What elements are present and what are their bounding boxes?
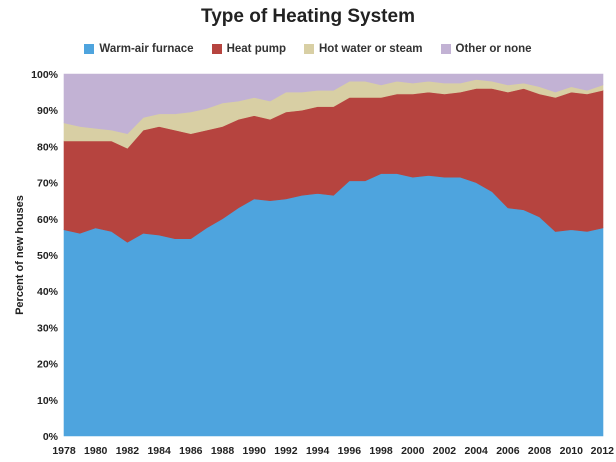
x-tick-label: 2002 [433,445,457,457]
area-layers [63,73,604,437]
y-tick-label: 100% [31,69,59,81]
y-tick-label: 0% [43,431,59,443]
x-axis-ticks: 1978 1980 1982 1984 1986 1988 1990 1992 1994 1996… [52,445,614,457]
y-tick-label: 10% [37,395,59,407]
x-tick-label: 2000 [401,445,425,457]
y-tick-label: 90% [37,105,59,117]
x-tick-label: 1992 [274,445,298,457]
y-tick-label: 40% [37,286,59,298]
x-tick-label: 1980 [84,445,108,457]
legend-label-heat-pump: Heat pump [226,43,286,55]
x-tick-label: 1990 [243,445,267,457]
legend-item-other-or-none: Other or none [440,43,532,55]
legend-label-hot-water-or-steam: Hot water or steam [319,43,423,55]
chart-legend: Warm-air furnace Heat pump Hot water or … [0,43,616,55]
legend-swatch-other-or-none [440,44,451,54]
y-axis-label: Percent of new houses [14,195,26,315]
x-tick-label: 2010 [560,445,584,457]
y-tick-label: 80% [37,141,59,153]
y-tick-label: 30% [37,322,59,334]
legend-label-other-or-none: Other or none [455,43,532,55]
y-axis-ticks: 0% 10% 20% 30% 40% 50% 60% 70% 80% 90% 100% [31,69,59,443]
y-tick-label: 60% [37,214,59,226]
x-tick-label: 1996 [338,445,362,457]
x-tick-label: 1994 [306,445,330,457]
x-tick-label: 1984 [147,445,171,457]
y-tick-label: 20% [37,359,59,371]
x-tick-label: 2004 [464,445,488,457]
legend-swatch-hot-water-or-steam [304,44,314,54]
legend-swatch-warm-air-furnace [84,44,95,54]
legend-label-warm-air-furnace: Warm-air furnace [99,43,194,55]
x-tick-label: 1998 [369,445,393,457]
legend-item-warm-air-furnace: Warm-air furnace [84,43,194,55]
legend-swatch-heat-pump [211,44,222,54]
y-tick-label: 50% [37,250,59,262]
x-tick-label: 2006 [496,445,520,457]
x-tick-label: 2012 [591,445,615,457]
x-tick-label: 1982 [116,445,140,457]
area-other-or-none [63,73,604,135]
x-tick-label: 1986 [179,445,203,457]
x-tick-label: 1988 [211,445,235,457]
legend-item-heat-pump: Heat pump [211,43,286,55]
x-tick-label: 2008 [528,445,552,457]
chart-title: Type of Heating System [201,6,415,27]
y-tick-label: 70% [37,178,59,190]
x-tick-label: 1978 [52,445,76,457]
legend-item-hot-water-or-steam: Hot water or steam [304,43,423,55]
